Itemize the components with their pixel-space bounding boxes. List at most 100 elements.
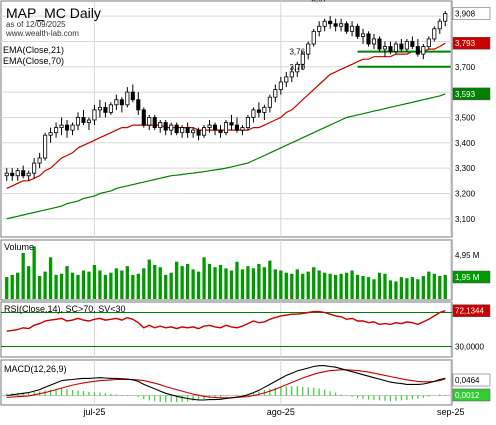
candle-body (267, 96, 272, 108)
volume-bar (175, 261, 179, 299)
volume-bar (416, 279, 420, 299)
volume-bar (136, 273, 140, 299)
candle-body (284, 76, 289, 83)
annot-layer: 3,908 3,793 3,593 3,97 3,76 3,70 1,95 M 72,1344… (289, 0, 491, 402)
candle-body (10, 172, 15, 177)
volume-bar (92, 265, 97, 299)
volume-bar (224, 268, 228, 299)
volume-bar (427, 271, 431, 299)
candle-body (443, 13, 448, 22)
volume-label: Volume (4, 242, 34, 252)
candle-body (163, 122, 168, 131)
x-tick-label: sep-25 (437, 407, 465, 417)
candle-body (81, 117, 86, 123)
candle-body (333, 23, 338, 27)
candle-body (311, 30, 316, 45)
candle-body (32, 162, 37, 174)
volume-bar (131, 274, 135, 299)
volume-bar (147, 259, 151, 299)
candle-body (48, 132, 53, 136)
last-rsi-value: 72,1344 (455, 307, 484, 316)
candle-body (141, 109, 146, 126)
candle-body (15, 170, 20, 177)
volume-bar (333, 274, 338, 299)
candle-body (240, 127, 245, 131)
rsi-layer (1, 310, 452, 347)
candle-body (300, 53, 305, 65)
volume-bar (388, 280, 393, 299)
x-tick-label: jul-25 (82, 407, 105, 417)
volume-bar (295, 269, 299, 299)
price-annotation: 3,70 (289, 63, 305, 72)
candle-body (114, 99, 119, 106)
volume-bar (142, 268, 146, 299)
volume-bar (355, 274, 360, 299)
volume-bar (109, 272, 113, 299)
rsi-panel-frame (0, 301, 453, 358)
volume-bar (251, 268, 256, 299)
candle-body (86, 119, 92, 123)
candle-body (377, 38, 382, 50)
volume-bar (339, 273, 343, 299)
volume-bar (410, 277, 415, 299)
volume-bar (344, 272, 349, 299)
candle-body (371, 38, 377, 45)
volume-bar (87, 271, 91, 299)
volume-bar (438, 275, 442, 299)
volume-bar (164, 274, 168, 299)
candle-body (410, 41, 415, 47)
volume-bar (27, 266, 31, 299)
price-tick-label: 3,100 (455, 215, 476, 224)
candle-body (245, 117, 250, 129)
candle-body (21, 170, 26, 177)
last-macd-hist-box (452, 388, 491, 402)
ema70-layer (6, 93, 446, 220)
volume-bar (432, 273, 436, 299)
volume-bar (103, 274, 108, 299)
volume-bar (21, 252, 25, 299)
volume-bar (158, 267, 162, 299)
candle-body (125, 91, 130, 106)
candle-body (350, 25, 355, 32)
last-close-value-box (452, 7, 491, 20)
last-ema21-value: 3,793 (455, 39, 476, 48)
macd-line (6, 365, 446, 401)
macd-signal-line (6, 369, 446, 399)
last-macd-value-box (452, 373, 491, 387)
volume-bar (443, 274, 447, 299)
ema70-legend: EMA(Close,70) (3, 56, 64, 66)
candle-body (136, 99, 141, 111)
volume-bar (301, 273, 305, 299)
rsi-line (6, 310, 446, 332)
candle-body (426, 38, 431, 47)
volume-bar (185, 263, 190, 299)
volume-bar (81, 270, 86, 299)
candle-body (295, 63, 300, 73)
volume-bar (246, 266, 250, 299)
candle-body (393, 43, 398, 52)
price-tick-label: 3,300 (455, 164, 476, 173)
candle-body (119, 99, 124, 106)
volume-bar (383, 273, 387, 299)
candle-body (158, 122, 163, 128)
volume-bar (37, 275, 42, 299)
volume-bar (372, 279, 376, 299)
candle-body (382, 46, 388, 50)
volume-bar (350, 270, 354, 299)
candle-body (75, 117, 81, 126)
volume-bar (218, 265, 223, 299)
volume-bar (169, 272, 173, 299)
candle-body (152, 117, 157, 129)
candle-body (147, 117, 152, 126)
volume-bar (394, 281, 398, 299)
candle-body (344, 23, 349, 32)
last-close-value: 3,908 (455, 10, 476, 19)
volume-bar (229, 270, 234, 299)
price-annotation: 3,76 (289, 48, 305, 57)
volume-bar (284, 272, 288, 299)
macd-layer (1, 365, 452, 403)
candle-body (251, 109, 256, 118)
volume-bar (273, 269, 277, 299)
volume-bar (125, 266, 129, 299)
candle-body (322, 20, 327, 27)
